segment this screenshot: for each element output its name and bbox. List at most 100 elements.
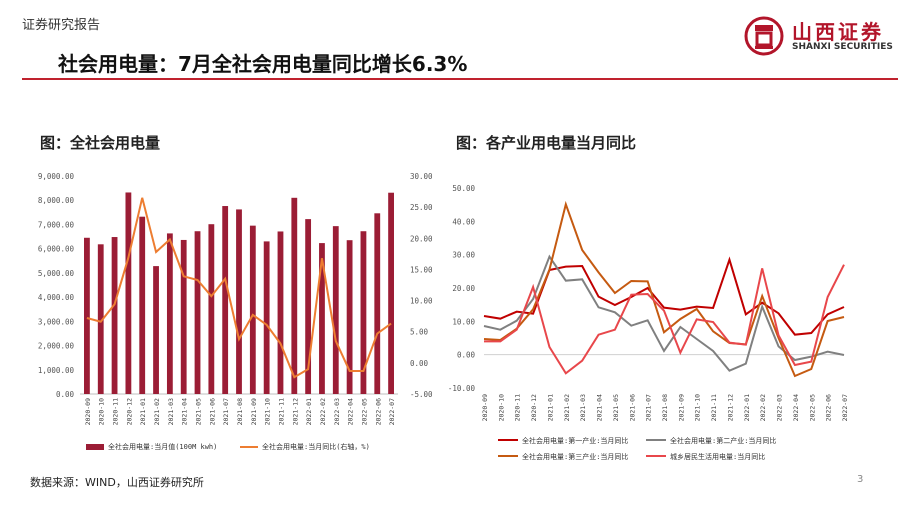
chart-title-right: 图：各产业用电量当月同比 — [456, 134, 637, 152]
left-tick-label: 0.00 — [56, 390, 75, 399]
x-tick-label: 2021-12 — [726, 394, 734, 421]
x-tick-label: 2021-11 — [277, 398, 285, 425]
y-tick-label: 50.00 — [452, 184, 475, 193]
x-tick-label: 2022-06 — [825, 394, 833, 421]
legend-label: 全社会用电量:第二产业:当月同比 — [670, 436, 776, 445]
page-number: 3 — [857, 474, 864, 485]
brand-logo: 山西证券 SHANXI SECURITIES — [742, 14, 902, 58]
data-source: 数据来源：WIND，山西证券研究所 — [30, 476, 204, 489]
x-tick-label: 2021-08 — [236, 398, 244, 425]
y-tick-label: 10.00 — [452, 317, 475, 326]
x-tick-label: 2021-01 — [139, 398, 147, 425]
x-tick-label: 2021-02 — [153, 398, 161, 425]
left-tick-label: 4,000.00 — [38, 293, 75, 302]
yoy-line — [86, 197, 392, 379]
x-tick-label: 2022-05 — [360, 398, 368, 425]
bar — [139, 216, 146, 394]
x-tick-label: 2022-03 — [776, 394, 784, 421]
bar — [388, 192, 394, 394]
x-tick-label: 2021-04 — [596, 394, 604, 421]
right-tick-label: 20.00 — [410, 234, 433, 243]
bar — [125, 192, 132, 394]
x-tick-label: 2021-03 — [579, 394, 587, 421]
bar — [291, 197, 298, 394]
logo-cn-text: 山西证券 — [792, 20, 884, 44]
chart-total-consumption: 9,000.00 8,000.00 7,000.00 6,000.00 5,000.00… — [38, 172, 433, 451]
left-tick-label: 2,000.00 — [38, 342, 75, 351]
legend-swatch-bar — [86, 444, 104, 450]
y-tick-label: 30.00 — [452, 251, 475, 260]
title-divider — [22, 78, 898, 80]
bar — [236, 209, 242, 394]
bar — [180, 239, 187, 394]
x-tick-label: 2021-09 — [677, 394, 685, 421]
bar — [374, 213, 381, 394]
x-tick-label: 2021-04 — [181, 398, 189, 425]
x-tick-label: 2022-02 — [759, 394, 767, 421]
series-line — [484, 264, 845, 375]
bar — [111, 237, 118, 394]
legend-label: 全社会用电量:第三产业:当月同比 — [522, 452, 628, 461]
y-tick-label: 40.00 — [452, 217, 475, 226]
chart-title-left: 图：全社会用电量 — [40, 134, 161, 152]
x-tick-label: 2020-11 — [514, 394, 522, 421]
x-tick-label: 2021-07 — [645, 394, 653, 421]
bar — [277, 231, 284, 394]
x-tick-label: 2021-10 — [264, 398, 272, 425]
x-tick-label: 2022-03 — [333, 398, 341, 425]
bar — [208, 224, 215, 394]
x-tick-label: 2021-03 — [167, 398, 175, 425]
x-tick-label: 2020-12 — [530, 394, 538, 421]
right-tick-label: 0.00 — [410, 359, 429, 368]
legend-label: 全社会用电量:第一产业:当月同比 — [522, 436, 628, 445]
chart-sector-yoy: 50.00 40.00 30.00 20.00 10.00 0.00 -10.00 2020-… — [448, 184, 849, 461]
left-tick-label: 9,000.00 — [38, 172, 75, 181]
x-tick-label: 2022-04 — [347, 398, 355, 425]
right-tick-label: 10.00 — [410, 297, 433, 306]
legend-label-bar: 全社会用电量:当月值(100M kwh) — [108, 442, 217, 451]
left-tick-label: 6,000.00 — [38, 245, 75, 254]
x-tick-label: 2022-01 — [743, 394, 751, 421]
bar — [222, 206, 229, 394]
legend-label: 城乡居民生活用电量:当月同比 — [670, 452, 765, 461]
x-tick-label: 2020-10 — [497, 394, 505, 421]
x-tick-label: 2022-02 — [319, 398, 327, 425]
right-tick-label: -5.00 — [410, 390, 433, 399]
y-tick-label: 20.00 — [452, 284, 475, 293]
x-tick-label: 2020-09 — [481, 394, 489, 421]
x-tick-label: 2021-06 — [628, 394, 636, 421]
report-label: 证券研究报告 — [22, 18, 101, 33]
x-tick-label: 2022-07 — [841, 394, 849, 421]
y-tick-label: -10.00 — [448, 384, 476, 393]
x-tick-label: 2021-05 — [195, 398, 203, 425]
x-tick-label: 2021-06 — [208, 398, 216, 425]
x-tick-label: 2022-05 — [808, 394, 816, 421]
left-tick-label: 7,000.00 — [38, 220, 75, 229]
left-tick-label: 1,000.00 — [38, 366, 75, 375]
bar — [153, 266, 159, 394]
x-tick-label: 2022-04 — [792, 394, 800, 421]
bar — [166, 233, 173, 394]
bar — [305, 219, 312, 394]
bar — [360, 231, 367, 394]
page-title: 社会用电量：7月全社会用电量同比增长6.3% — [58, 52, 468, 76]
bar — [319, 243, 325, 394]
right-tick-label: 15.00 — [410, 265, 433, 274]
seal-icon — [744, 16, 784, 56]
x-tick-label: 2021-07 — [222, 398, 230, 425]
x-tick-label: 2020-12 — [125, 398, 133, 425]
x-tick-label: 2022-07 — [388, 398, 396, 425]
series-line — [483, 200, 845, 378]
bar — [332, 226, 339, 394]
y-tick-label: 0.00 — [457, 351, 476, 360]
x-tick-label: 2021-08 — [661, 394, 669, 421]
right-tick-label: 5.00 — [410, 328, 429, 337]
x-tick-label: 2021-01 — [546, 394, 554, 421]
bar — [263, 241, 270, 394]
x-tick-label: 2020-09 — [84, 398, 92, 425]
x-tick-label: 2022-01 — [305, 398, 313, 425]
x-tick-label: 2021-10 — [694, 394, 702, 421]
x-tick-label: 2021-09 — [250, 398, 258, 425]
x-tick-label: 2021-05 — [612, 394, 620, 421]
series-line — [483, 254, 845, 372]
